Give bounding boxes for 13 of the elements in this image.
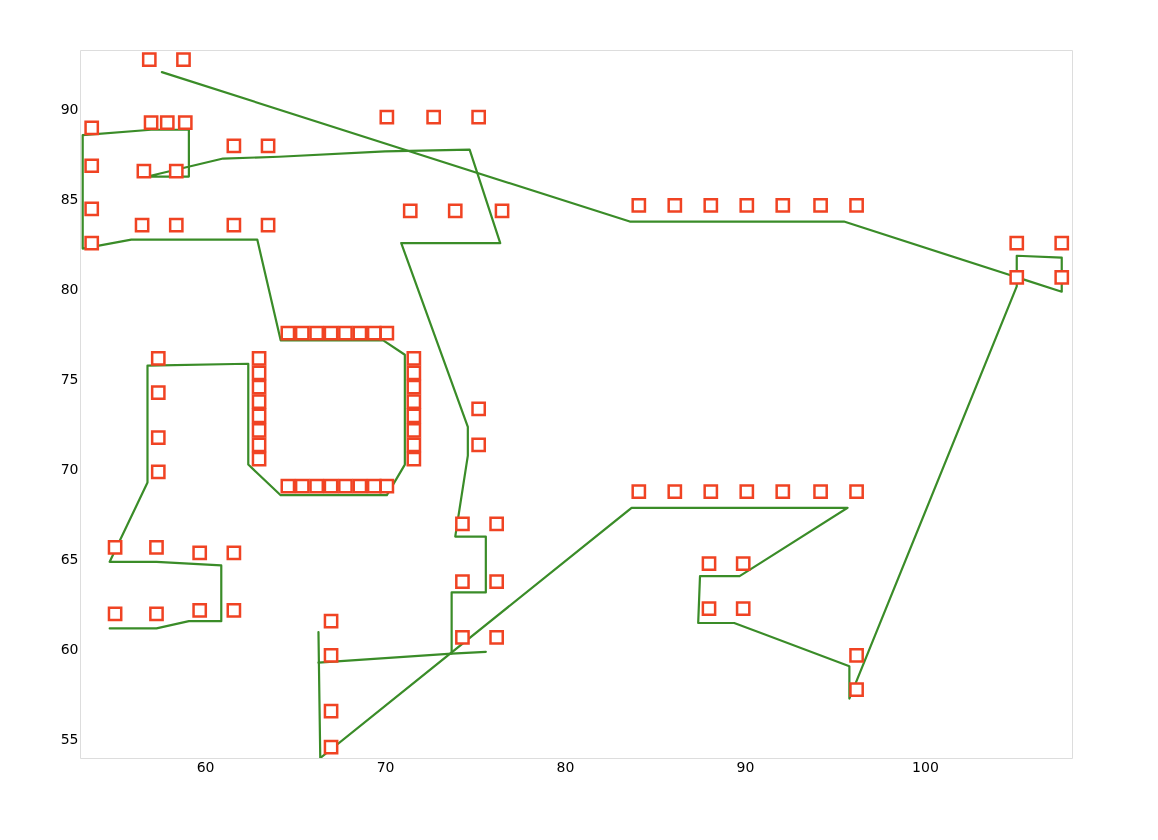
y-tick-label: 70 — [60, 461, 79, 478]
y-tick-label: 75 — [60, 371, 79, 388]
x-tick-label: 60 — [196, 758, 215, 775]
x-tick-label: 90 — [736, 758, 755, 775]
y-tick-label: 55 — [60, 731, 79, 748]
x-tick-label: 70 — [376, 758, 395, 775]
x-tick-label: 100 — [912, 758, 939, 775]
y-tick-label: 80 — [60, 281, 79, 298]
y-tick-label: 90 — [60, 101, 79, 118]
y-tick-label: 85 — [60, 191, 79, 208]
x-tick-label: 80 — [556, 758, 575, 775]
y-tick-label: 65 — [60, 551, 79, 568]
y-tick-label: 60 — [60, 641, 79, 658]
